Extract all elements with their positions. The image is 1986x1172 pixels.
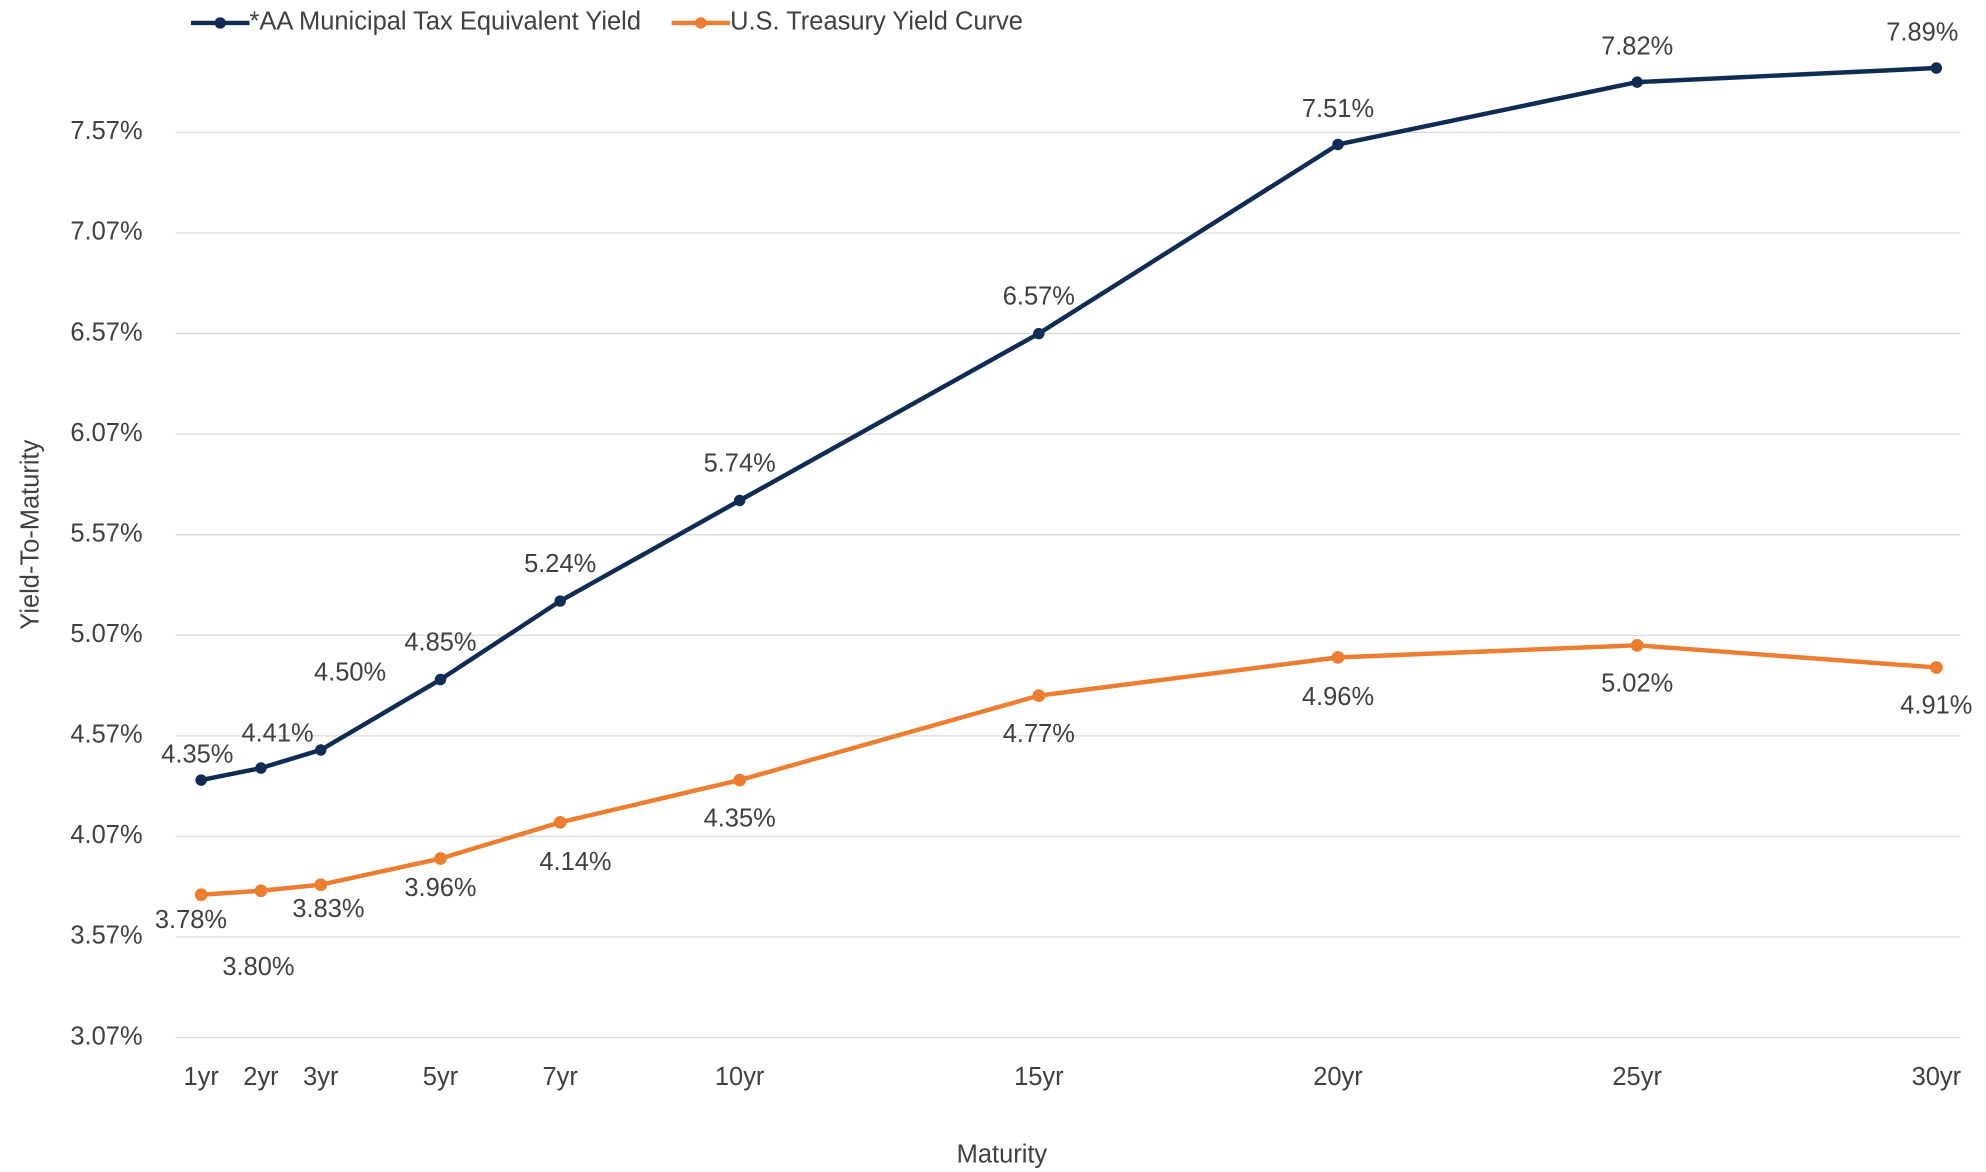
y-tick-label: 4.57% [70, 721, 142, 749]
data-point [733, 773, 747, 787]
data-point [434, 673, 447, 686]
data-label: 7.89% [1886, 18, 1958, 46]
data-label: 4.41% [241, 720, 313, 748]
data-point [1630, 638, 1644, 652]
data-point [434, 852, 447, 865]
data-label: 5.02% [1601, 670, 1673, 698]
y-tick-label: 6.07% [70, 419, 142, 447]
data-point [315, 744, 327, 756]
data-label: 3.96% [404, 874, 476, 902]
data-point [1332, 138, 1344, 151]
x-tick-label: 5yr [423, 1063, 459, 1091]
x-tick-label: 7yr [542, 1063, 578, 1091]
legend-item: *AA Municipal Tax Equivalent Yield [190, 8, 641, 36]
data-point [1331, 651, 1345, 664]
legend-marker [214, 17, 226, 29]
data-point [195, 774, 207, 786]
legend-item: U.S. Treasury Yield Curve [671, 8, 1023, 36]
data-point [733, 494, 746, 507]
y-tick-label: 5.57% [70, 519, 142, 547]
data-label: 4.96% [1302, 683, 1374, 711]
y-tick-label: 4.07% [70, 821, 142, 849]
x-tick-label: 25yr [1612, 1063, 1662, 1091]
data-label: 7.82% [1601, 32, 1673, 60]
data-point [1631, 76, 1643, 88]
y-tick-label: 5.07% [70, 620, 142, 648]
series-line [200, 65, 1937, 783]
series: 3.78% 3.80% 3.83% 3.96% 4.14% 4.35% 4.77% 4.96%… [155, 638, 1972, 981]
data-point [1032, 689, 1046, 702]
legend-label: U.S. Treasury Yield Curve [730, 8, 1023, 36]
data-point [1033, 327, 1045, 340]
data-label: 4.14% [539, 848, 611, 876]
legend-label: *AA Municipal Tax Equivalent Yield [250, 8, 641, 36]
y-tick-label: 3.57% [70, 922, 142, 950]
data-label: 3.83% [292, 895, 364, 923]
y-tick-label: 7.57% [70, 117, 142, 145]
x-tick-label: 3yr [303, 1063, 339, 1091]
data-label: 4.77% [1003, 720, 1075, 748]
data-label: 6.57% [1003, 283, 1075, 311]
data-label: 4.50% [314, 658, 386, 686]
y-axis-title: Yield-To-Maturity [17, 439, 45, 629]
series: 4.35% 4.41% 4.50% 4.85% 5.24% 5.74% 6.57% 7.51%… [161, 18, 1958, 786]
data-label: 5.24% [524, 550, 596, 578]
x-tick-label: 1yr [183, 1063, 219, 1091]
data-label: 3.78% [155, 906, 227, 934]
legend-marker [695, 17, 707, 29]
data-point [553, 815, 567, 829]
data-point [254, 884, 268, 898]
series-line [200, 643, 1937, 897]
data-label: 7.51% [1302, 95, 1374, 123]
data-label: 4.91% [1900, 692, 1972, 720]
data-point [1929, 661, 1943, 674]
data-point [554, 595, 566, 607]
x-tick-label: 10yr [715, 1063, 765, 1091]
data-label: 3.80% [222, 953, 294, 981]
y-tick-label: 6.57% [70, 318, 142, 346]
y-tick-label: 7.07% [70, 218, 142, 246]
data-label: 5.74% [704, 450, 776, 478]
x-tick-label: 2yr [243, 1063, 279, 1091]
x-tick-label: 15yr [1014, 1063, 1064, 1091]
data-label: 4.35% [704, 804, 776, 832]
data-label: 4.85% [404, 629, 476, 657]
data-point [314, 878, 328, 892]
x-tick-label: 20yr [1313, 1063, 1363, 1091]
data-point [1930, 62, 1943, 74]
data-point [255, 762, 267, 774]
data-point [194, 888, 208, 902]
y-tick-label: 3.07% [70, 1022, 142, 1050]
x-axis-title: Maturity [957, 1141, 1048, 1169]
data-label: 4.35% [161, 741, 233, 769]
x-tick-label: 30yr [1912, 1063, 1962, 1091]
